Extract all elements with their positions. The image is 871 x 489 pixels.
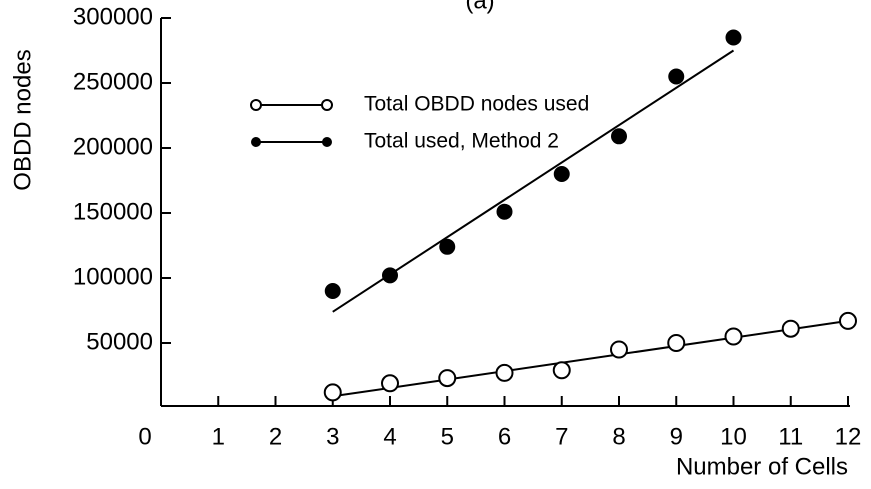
point <box>724 327 743 346</box>
point <box>725 29 742 46</box>
x-tick-label: 6 <box>498 423 511 450</box>
x-tick-label: 3 <box>326 423 339 450</box>
x-tick-label: 8 <box>612 423 625 450</box>
x-axis-label: Number of Cells <box>676 453 848 480</box>
y-tick-label: 100000 <box>73 263 153 290</box>
point <box>382 267 398 284</box>
fit-line <box>332 319 849 398</box>
y-tick-label: 250000 <box>73 68 153 95</box>
point <box>495 363 514 382</box>
point <box>496 203 513 220</box>
point <box>668 68 685 85</box>
point <box>381 374 399 393</box>
y-tick-label: 150000 <box>73 198 153 225</box>
legend-marker <box>322 137 332 147</box>
legend-marker <box>321 99 333 111</box>
x-tick-label: 2 <box>269 423 282 450</box>
point <box>610 340 628 359</box>
point <box>438 369 457 388</box>
point <box>552 361 571 380</box>
x-tick-label: 7 <box>555 423 568 450</box>
y-tick-label: 200000 <box>73 133 153 160</box>
point <box>781 319 800 338</box>
legend-label: Total used, Method 2 <box>364 130 559 153</box>
x-tick-label: 10 <box>720 423 747 450</box>
y-axis-label: OBDD nodes <box>9 49 36 190</box>
x-tick-label: 9 <box>670 423 683 450</box>
x-tick-label: 5 <box>441 423 454 450</box>
chart-title: (a) <box>465 0 494 14</box>
y-tick-label: 300000 <box>73 3 153 30</box>
y-tick-label: 50000 <box>86 328 153 355</box>
point <box>324 283 341 299</box>
fit-line <box>332 49 735 313</box>
legend-marker <box>251 137 261 147</box>
point <box>323 383 342 402</box>
point <box>611 128 627 145</box>
point <box>839 311 857 330</box>
point <box>667 334 686 352</box>
x-tick-label: 12 <box>835 423 862 450</box>
x-tick-label: 4 <box>383 423 396 450</box>
point <box>439 238 456 255</box>
legend-marker <box>250 99 262 111</box>
x-tick-label: 1 <box>212 423 225 450</box>
point <box>553 166 570 182</box>
legend-label: Total OBDD nodes used <box>364 93 589 116</box>
x-tick-label: 11 <box>778 423 803 450</box>
x-tick-label: 0 <box>138 423 151 450</box>
